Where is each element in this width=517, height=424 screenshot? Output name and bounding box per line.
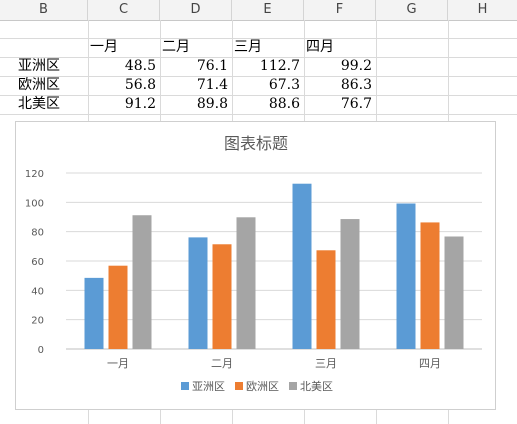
legend-swatch bbox=[181, 382, 189, 390]
x-tick-label: 四月 bbox=[419, 357, 441, 370]
cell-value[interactable]: 48.5 bbox=[124, 58, 156, 74]
bar[interactable] bbox=[420, 222, 440, 349]
bar[interactable] bbox=[396, 203, 416, 349]
legend-label[interactable]: 欧洲区 bbox=[246, 380, 279, 393]
bar[interactable] bbox=[84, 277, 104, 349]
legend-swatch bbox=[235, 382, 243, 390]
bar[interactable] bbox=[236, 217, 256, 349]
y-tick-label: 40 bbox=[31, 286, 44, 297]
cell-value[interactable]: 86.3 bbox=[340, 77, 372, 93]
x-tick-label: 二月 bbox=[211, 357, 233, 370]
bar[interactable] bbox=[108, 265, 128, 349]
cell-e-header[interactable]: 三月 bbox=[234, 39, 262, 55]
cell-value[interactable]: 71.4 bbox=[196, 77, 228, 93]
y-tick-label: 0 bbox=[38, 345, 44, 356]
cell-value[interactable]: 67.3 bbox=[268, 77, 300, 93]
cell-value[interactable]: 99.2 bbox=[340, 58, 372, 74]
chart-title[interactable]: 图表标题 bbox=[224, 134, 288, 153]
y-tick-label: 60 bbox=[31, 257, 44, 268]
legend-label[interactable]: 亚洲区 bbox=[192, 380, 225, 393]
cell-value[interactable]: 112.7 bbox=[259, 58, 300, 74]
y-tick-label: 20 bbox=[31, 316, 44, 327]
y-tick-label: 80 bbox=[31, 228, 44, 239]
column-header-c[interactable]: C bbox=[88, 0, 160, 20]
cell-value[interactable]: 91.2 bbox=[124, 96, 156, 112]
bar[interactable] bbox=[188, 237, 208, 349]
y-tick-label: 120 bbox=[25, 169, 44, 180]
column-header-h[interactable]: H bbox=[477, 2, 488, 17]
cell-value[interactable]: 89.8 bbox=[196, 96, 228, 112]
cell-d-header[interactable]: 二月 bbox=[162, 39, 190, 55]
bar[interactable] bbox=[212, 244, 232, 349]
cell-region-label[interactable]: 北美区 bbox=[18, 96, 60, 112]
bar[interactable] bbox=[444, 236, 464, 349]
bar[interactable] bbox=[132, 215, 152, 349]
cell-region-label[interactable]: 欧洲区 bbox=[18, 77, 60, 93]
y-tick-label: 100 bbox=[25, 198, 44, 209]
bar-chart: 图表标题 0 20 40 60 80 100 120 一月 二月 三月 四月 亚洲区 欧洲区 北美区 bbox=[25, 134, 482, 393]
bar[interactable] bbox=[340, 219, 360, 349]
grid-line bbox=[0, 114, 517, 115]
cell-value[interactable]: 76.1 bbox=[196, 58, 228, 74]
column-header-f[interactable]: F bbox=[304, 0, 376, 20]
x-tick-label: 三月 bbox=[315, 357, 337, 370]
grid-line bbox=[0, 76, 517, 77]
column-header-row: B C D E F G H bbox=[0, 0, 517, 21]
column-header-b[interactable]: B bbox=[0, 0, 88, 20]
column-header-d[interactable]: D bbox=[160, 0, 232, 20]
x-tick-label: 一月 bbox=[107, 357, 129, 370]
cell-f-header[interactable]: 四月 bbox=[306, 39, 334, 55]
grid-line bbox=[0, 95, 517, 96]
grid-line bbox=[0, 38, 517, 39]
legend-label[interactable]: 北美区 bbox=[300, 380, 333, 393]
cell-c-header[interactable]: 一月 bbox=[90, 39, 118, 55]
cell-value[interactable]: 56.8 bbox=[124, 77, 156, 93]
chart-object[interactable]: 图表标题 0 20 40 60 80 100 120 一月 二月 三月 四月 亚洲区 欧洲区 北美区 bbox=[15, 121, 496, 410]
cell-value[interactable]: 76.7 bbox=[340, 96, 372, 112]
column-header-e[interactable]: E bbox=[232, 0, 304, 20]
bar[interactable] bbox=[292, 183, 312, 349]
bar[interactable] bbox=[316, 250, 336, 349]
legend-swatch bbox=[289, 382, 297, 390]
cell-region-label[interactable]: 亚洲区 bbox=[18, 58, 60, 74]
column-header-g[interactable]: G bbox=[376, 0, 448, 20]
grid-line bbox=[0, 57, 517, 58]
cell-value[interactable]: 88.6 bbox=[268, 96, 300, 112]
